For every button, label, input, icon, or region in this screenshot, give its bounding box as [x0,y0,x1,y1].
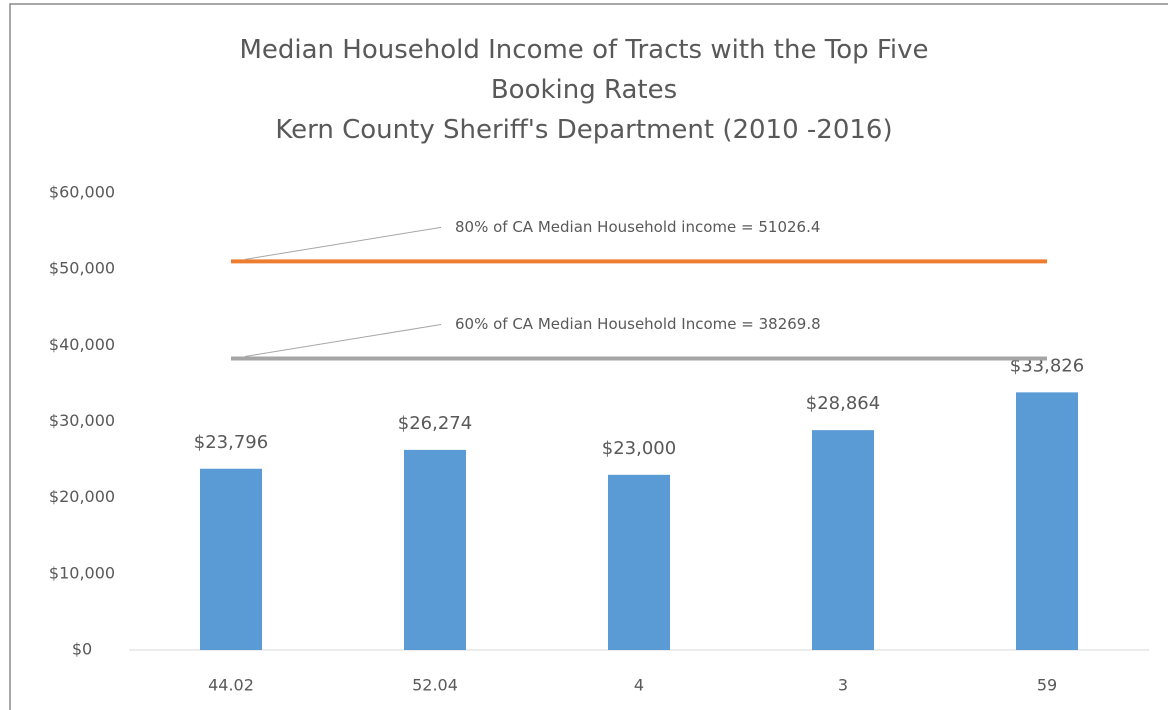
data-label: $23,796 [194,432,268,453]
y-tick-label: $10,000 [49,563,115,582]
data-label: $28,864 [806,393,880,414]
leader-line [244,324,442,358]
bar [608,474,670,650]
chart-subtitle: Kern County Sheriff's Department (2010 -… [275,115,893,145]
x-tick-label: 52.04 [412,676,458,695]
x-tick-label: 4 [634,676,644,695]
data-label: $23,000 [602,438,676,459]
y-tick-label: $40,000 [49,335,115,354]
x-tick-label: 59 [1037,676,1057,695]
x-tick-label: 3 [838,676,848,695]
y-tick-label: $20,000 [49,487,115,506]
data-label: $26,274 [398,413,472,434]
leader-line [244,226,442,260]
y-tick-label: $30,000 [49,411,115,430]
bar [404,449,466,650]
annotation: 80% of CA Median Household income = 5102… [455,218,820,236]
y-tick-label: $60,000 [49,183,115,202]
annotation: 60% of CA Median Household Income = 3826… [455,315,821,333]
data-label: $33,826 [1010,355,1084,376]
chart-border [9,3,1168,710]
x-tick-label: 44.02 [208,676,254,695]
chart-title: Median Household Income of Tracts with t… [239,35,929,105]
bar [812,430,874,650]
chart-header: Median Household Income of Tracts with t… [184,30,984,150]
bar [1016,392,1078,650]
y-tick-label: $50,000 [49,259,115,278]
y-tick-label: $0 [72,640,92,659]
bar [200,468,262,650]
